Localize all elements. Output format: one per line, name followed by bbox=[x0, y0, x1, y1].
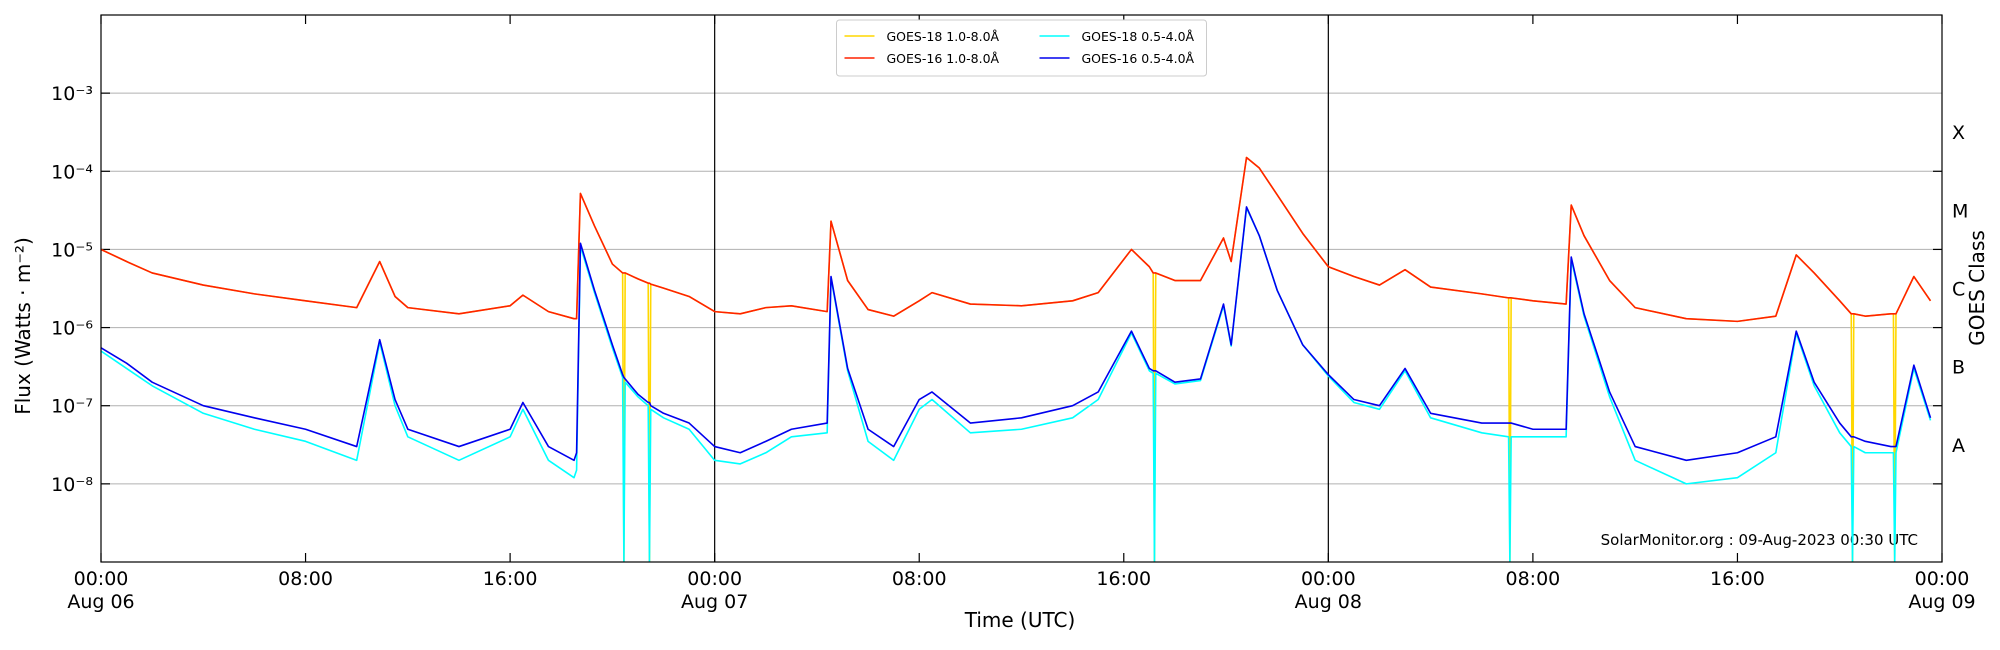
series-line bbox=[101, 207, 1932, 562]
x-axis-label: Time (UTC) bbox=[964, 608, 1076, 632]
x-tick-label: 00:00 bbox=[74, 568, 129, 590]
x-tick-date: Aug 06 bbox=[67, 591, 134, 613]
x-tick-date: Aug 08 bbox=[1295, 591, 1362, 613]
x-tick-label: 08:00 bbox=[1506, 568, 1561, 590]
legend-label: GOES-16 1.0-8.0Å bbox=[887, 51, 1000, 66]
y-tick-label: 10⁻³ bbox=[51, 83, 93, 105]
series-line bbox=[101, 156, 1932, 323]
y-axis-label: Flux (Watts · m⁻²) bbox=[11, 237, 35, 415]
y-tick-label: 10⁻⁷ bbox=[51, 396, 93, 418]
y-tick-label: 10⁻⁵ bbox=[51, 239, 93, 261]
x-tick-label: 08:00 bbox=[278, 568, 333, 590]
legend-label: GOES-18 1.0-8.0Å bbox=[887, 29, 1000, 44]
y-tick-label: 10⁻⁴ bbox=[51, 161, 93, 183]
x-tick-date: Aug 09 bbox=[1908, 591, 1975, 613]
x-tick-label: 00:00 bbox=[1915, 568, 1970, 590]
y2-tick-label: X bbox=[1952, 122, 1965, 144]
legend-label: GOES-16 0.5-4.0Å bbox=[1082, 51, 1195, 66]
y-tick-label: 10⁻⁶ bbox=[51, 318, 93, 340]
legend-box bbox=[836, 19, 1207, 77]
y2-tick-label: C bbox=[1952, 279, 1965, 301]
y2-tick-label: M bbox=[1952, 200, 1968, 222]
legend-label: GOES-18 0.5-4.0Å bbox=[1082, 29, 1195, 44]
plot-frame bbox=[100, 14, 1943, 563]
x-tick-label: 16:00 bbox=[1710, 568, 1765, 590]
x-tick-label: 00:00 bbox=[1301, 568, 1356, 590]
series-line bbox=[101, 206, 1932, 462]
y2-tick-label: B bbox=[1952, 357, 1965, 379]
y2-axis-label: GOES Class bbox=[1965, 230, 1989, 346]
x-tick-label: 16:00 bbox=[1096, 568, 1151, 590]
annotation: SolarMonitor.org : 09-Aug-2023 00:30 UTC bbox=[1601, 531, 1918, 549]
x-tick-date: Aug 07 bbox=[681, 591, 748, 613]
y2-tick-label: A bbox=[1952, 435, 1965, 457]
x-tick-label: 16:00 bbox=[483, 568, 538, 590]
x-tick-label: 00:00 bbox=[687, 568, 742, 590]
x-tick-label: 08:00 bbox=[892, 568, 947, 590]
y-tick-label: 10⁻⁸ bbox=[51, 474, 93, 496]
